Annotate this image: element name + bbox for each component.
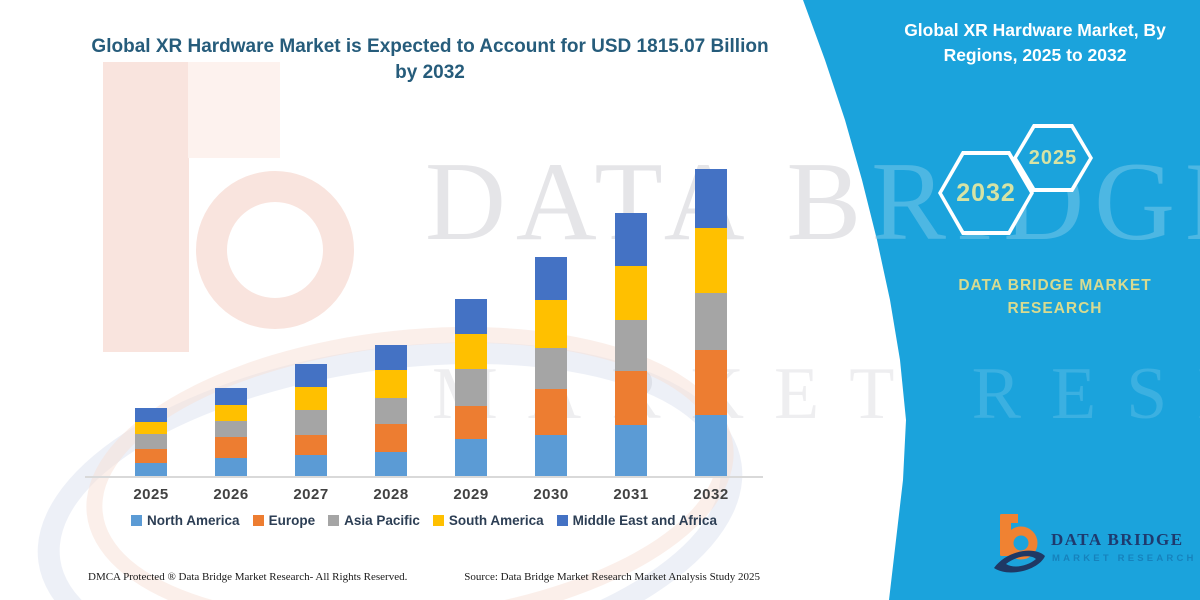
bar-segment-europe-2029	[455, 405, 487, 439]
panel-heading-line1: Global XR Hardware Market, By	[904, 20, 1166, 40]
bar-segment-asia-pacific-2028	[375, 397, 407, 424]
bar-segment-asia-pacific-2030	[535, 348, 567, 390]
chart-title-line1: Global XR Hardware Market is Expected to…	[91, 36, 769, 57]
bar-segment-middle-east-and-africa-2025	[135, 407, 167, 422]
panel-brand-line1: DATA BRIDGE MARKET	[958, 277, 1152, 294]
panel-brand-text: DATA BRIDGE MARKET RESEARCH	[930, 274, 1180, 320]
bar-segment-asia-pacific-2029	[455, 368, 487, 406]
bar-segment-south-america-2025	[135, 421, 167, 434]
bar-segment-south-america-2026	[215, 404, 247, 421]
bar-segment-europe-2028	[375, 423, 407, 452]
bar-segment-middle-east-and-africa-2028	[375, 344, 407, 370]
hexagon-2025-label: 2025	[1028, 146, 1078, 169]
bar-segment-europe-2026	[215, 437, 247, 459]
chart-legend: North America Europe Asia Pacific South Ame…	[85, 513, 763, 528]
legend-item-europe: Europe	[252, 513, 316, 528]
legend-swatch-north-america	[131, 515, 143, 526]
bar-segment-europe-2030	[535, 389, 567, 436]
x-axis-label-2028: 2028	[373, 486, 409, 503]
panel-heading: Global XR Hardware Market, By Regions, 2…	[880, 18, 1190, 68]
bar-segment-middle-east-and-africa-2026	[215, 388, 247, 405]
legend-label-north-america: North America	[147, 513, 240, 528]
bar-segment-europe-2032	[695, 349, 727, 415]
bar-segment-asia-pacific-2031	[615, 319, 647, 371]
company-logo: DATA BRIDGE MARKET RESEARCH	[993, 512, 1193, 584]
bar-segment-north-america-2030	[535, 435, 567, 476]
bar-segment-middle-east-and-africa-2031	[615, 212, 647, 266]
bar-segment-middle-east-and-africa-2030	[535, 257, 567, 301]
x-axis-line	[85, 476, 763, 478]
logo-subtitle: MARKET RESEARCH	[1052, 553, 1197, 564]
legend-item-middle-east-and-africa: Middle East and Africa	[556, 513, 717, 528]
bar-segment-south-america-2031	[615, 265, 647, 320]
hexagon-2032-label: 2032	[956, 178, 1016, 207]
chart-title: Global XR Hardware Market is Expected to…	[80, 34, 780, 86]
logo-wordmark: DATA BRIDGE	[1051, 530, 1184, 549]
legend-item-asia-pacific: Asia Pacific	[328, 513, 420, 528]
legend-swatch-asia-pacific	[328, 515, 340, 526]
panel-brand-line2: RESEARCH	[1007, 300, 1103, 317]
bar-segment-middle-east-and-africa-2027	[295, 363, 327, 387]
legend-label-europe: Europe	[268, 513, 316, 528]
bar-segment-south-america-2030	[535, 300, 567, 349]
bar-segment-north-america-2028	[375, 451, 407, 476]
panel-heading-line2: Regions, 2025 to 2032	[943, 45, 1127, 65]
bar-segment-middle-east-and-africa-2032	[695, 168, 727, 228]
bar-segment-north-america-2031	[615, 424, 647, 476]
bar-segment-asia-pacific-2025	[135, 433, 167, 449]
x-axis-label-2029: 2029	[453, 486, 489, 503]
x-axis-label-2025: 2025	[133, 486, 169, 503]
bar-segment-north-america-2027	[295, 455, 327, 476]
legend-swatch-south-america	[432, 515, 444, 526]
bar-segment-south-america-2027	[295, 387, 327, 410]
legend-label-asia-pacific: Asia Pacific	[344, 513, 420, 528]
hexagon-2025: 2025	[1013, 124, 1093, 192]
bar-segment-europe-2031	[615, 370, 647, 425]
bar-segment-europe-2025	[135, 448, 167, 463]
bar-segment-europe-2027	[295, 435, 327, 455]
x-axis-label-2031: 2031	[613, 486, 649, 503]
legend-item-south-america: South America	[432, 513, 544, 528]
bar-segment-middle-east-and-africa-2029	[455, 298, 487, 334]
bar-segment-south-america-2029	[455, 333, 487, 369]
bar-segment-north-america-2025	[135, 462, 167, 476]
x-axis-label-2030: 2030	[533, 486, 569, 503]
data-bridge-logo-icon	[994, 514, 1045, 573]
legend-swatch-europe	[252, 515, 264, 526]
bar-segment-asia-pacific-2027	[295, 410, 327, 436]
chart-title-line2: by 2032	[395, 62, 465, 83]
legend-label-middle-east-and-africa: Middle East and Africa	[572, 513, 717, 528]
legend-label-south-america: South America	[448, 513, 544, 528]
footer-source-text: Source: Data Bridge Market Research Mark…	[464, 571, 760, 583]
footer-dmca-text: DMCA Protected ® Data Bridge Market Rese…	[88, 571, 408, 583]
bar-segment-north-america-2032	[695, 414, 727, 476]
bar-segment-north-america-2029	[455, 438, 487, 476]
x-axis-label-2027: 2027	[293, 486, 329, 503]
bar-segment-south-america-2028	[375, 369, 407, 398]
bar-segment-north-america-2026	[215, 458, 247, 476]
bar-segment-asia-pacific-2032	[695, 292, 727, 350]
bar-segment-asia-pacific-2026	[215, 421, 247, 438]
x-axis-label-2032: 2032	[693, 486, 729, 503]
legend-item-north-america: North America	[131, 513, 240, 528]
legend-swatch-middle-east-and-africa	[556, 515, 568, 526]
footer-bar: DMCA Protected ® Data Bridge Market Rese…	[88, 571, 760, 583]
bar-segment-south-america-2032	[695, 227, 727, 293]
x-axis-label-2026: 2026	[213, 486, 249, 503]
